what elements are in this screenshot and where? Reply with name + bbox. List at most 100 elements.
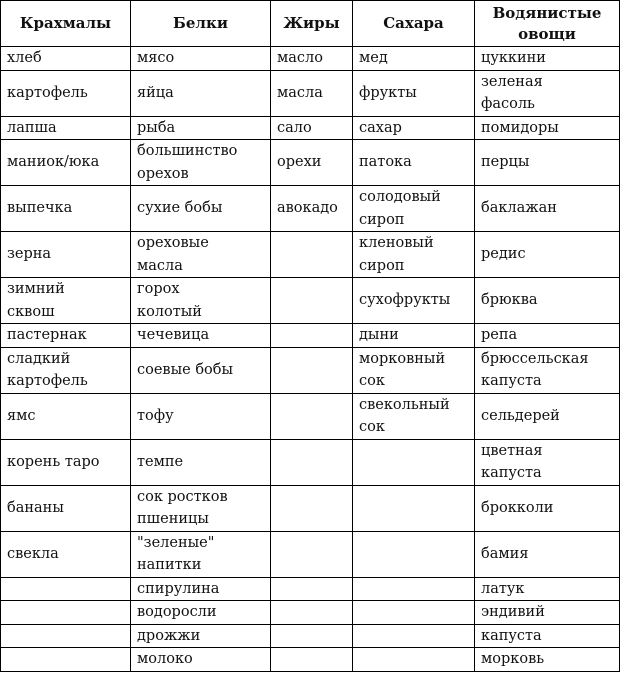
- cell-fats: [270, 438, 353, 486]
- cell-fats: масло: [270, 46, 353, 71]
- cell-proteins: "зеленые" напитки: [130, 530, 271, 578]
- cell-watery-vegetables: бамия: [474, 530, 620, 578]
- cell-fats: [270, 623, 353, 648]
- cell-sugars: солодовый сироп: [352, 185, 475, 232]
- cell-starches: корень таро: [0, 438, 131, 486]
- cell-sugars: [352, 438, 475, 486]
- cell-proteins: мясо: [130, 46, 271, 71]
- cell-fats: сало: [270, 115, 353, 140]
- cell-fats: [270, 323, 353, 348]
- cell-fats: [270, 484, 353, 532]
- cell-proteins: сок ростков пшеницы: [130, 484, 271, 532]
- cell-watery-vegetables: капуста: [474, 623, 620, 648]
- table-row: корень таро темпе цветная капуста: [0, 438, 620, 486]
- cell-watery-vegetables: эндивий: [474, 600, 620, 625]
- cell-sugars: [352, 484, 475, 532]
- cell-fats: [270, 231, 353, 278]
- cell-starches: выпечка: [0, 185, 131, 232]
- cell-watery-vegetables: брокколи: [474, 484, 620, 532]
- table-row: пастернак чечевица дыни репа: [0, 323, 620, 348]
- cell-fats: масла: [270, 69, 353, 117]
- cell-fats: [270, 392, 353, 440]
- cell-watery-vegetables: баклажан: [474, 185, 620, 232]
- table-row: спирулина латук: [0, 576, 620, 601]
- cell-watery-vegetables: помидоры: [474, 115, 620, 140]
- table-row: картофель яйца масла фрукты зеленая фасоль: [0, 69, 620, 117]
- cell-starches: картофель: [0, 69, 131, 117]
- cell-starches: зимний сквош: [0, 277, 131, 324]
- cell-starches: лапша: [0, 115, 131, 140]
- cell-starches: [0, 647, 131, 672]
- cell-watery-vegetables: редис: [474, 231, 620, 278]
- table-row: ямс тофу свекольный сок сельдерей: [0, 392, 620, 440]
- cell-proteins: темпе: [130, 438, 271, 486]
- cell-sugars: свекольный сок: [352, 392, 475, 440]
- cell-starches: пастернак: [0, 323, 131, 348]
- cell-watery-vegetables: брюква: [474, 277, 620, 324]
- table-row: маниок/юка большинство орехов орехи патока п…: [0, 139, 620, 186]
- table-row: бананы сок ростков пшеницы брокколи: [0, 484, 620, 532]
- cell-proteins: спирулина: [130, 576, 271, 601]
- cell-starches: зерна: [0, 231, 131, 278]
- cell-proteins: дрожжи: [130, 623, 271, 648]
- cell-proteins: ореховые масла: [130, 231, 271, 278]
- cell-sugars: патока: [352, 139, 475, 186]
- food-groups-table: Крахмалы Белки Жиры Сахара Водянистые овощи …: [0, 0, 620, 672]
- cell-watery-vegetables: перцы: [474, 139, 620, 186]
- cell-proteins: яйца: [130, 69, 271, 117]
- table-row: хлеб мясо масло мед цуккини: [0, 46, 620, 71]
- cell-watery-vegetables: цветная капуста: [474, 438, 620, 486]
- cell-sugars: сухофрукты: [352, 277, 475, 324]
- cell-watery-vegetables: репа: [474, 323, 620, 348]
- cell-watery-vegetables: зеленая фасоль: [474, 69, 620, 117]
- cell-watery-vegetables: латук: [474, 576, 620, 601]
- column-header-proteins: Белки: [130, 0, 271, 47]
- cell-sugars: мед: [352, 46, 475, 71]
- column-header-starches: Крахмалы: [0, 0, 131, 47]
- cell-watery-vegetables: сельдерей: [474, 392, 620, 440]
- cell-watery-vegetables: морковь: [474, 647, 620, 672]
- cell-sugars: морковный сок: [352, 346, 475, 394]
- cell-sugars: [352, 647, 475, 672]
- cell-sugars: [352, 600, 475, 625]
- cell-proteins: сухие бобы: [130, 185, 271, 232]
- cell-proteins: молоко: [130, 647, 271, 672]
- cell-proteins: чечевица: [130, 323, 271, 348]
- cell-sugars: фрукты: [352, 69, 475, 117]
- table-row: водоросли эндивий: [0, 600, 620, 625]
- cell-proteins: горох колотый: [130, 277, 271, 324]
- cell-starches: [0, 623, 131, 648]
- cell-proteins: водоросли: [130, 600, 271, 625]
- cell-sugars: [352, 530, 475, 578]
- cell-starches: хлеб: [0, 46, 131, 71]
- cell-sugars: кленовый сироп: [352, 231, 475, 278]
- cell-starches: маниок/юка: [0, 139, 131, 186]
- column-header-watery-vegetables: Водянистые овощи: [474, 0, 620, 47]
- column-header-fats: Жиры: [270, 0, 353, 47]
- table-row: дрожжи капуста: [0, 623, 620, 648]
- cell-fats: [270, 277, 353, 324]
- cell-fats: [270, 346, 353, 394]
- cell-starches: бананы: [0, 484, 131, 532]
- table-row: зимний сквош горох колотый сухофрукты брюкв…: [0, 277, 620, 324]
- cell-sugars: [352, 623, 475, 648]
- cell-starches: [0, 576, 131, 601]
- cell-fats: [270, 600, 353, 625]
- cell-fats: [270, 530, 353, 578]
- cell-starches: свекла: [0, 530, 131, 578]
- cell-watery-vegetables: брюссельская капуста: [474, 346, 620, 394]
- cell-starches: сладкий картофель: [0, 346, 131, 394]
- cell-sugars: сахар: [352, 115, 475, 140]
- table-row: лапша рыба сало сахар помидоры: [0, 115, 620, 140]
- cell-proteins: рыба: [130, 115, 271, 140]
- cell-sugars: дыни: [352, 323, 475, 348]
- cell-proteins: соевые бобы: [130, 346, 271, 394]
- table-row: выпечка сухие бобы авокадо солодовый сироп б…: [0, 185, 620, 232]
- header-row: Крахмалы Белки Жиры Сахара Водянистые овощи: [0, 0, 620, 47]
- cell-starches: ямс: [0, 392, 131, 440]
- cell-proteins: тофу: [130, 392, 271, 440]
- cell-proteins: большинство орехов: [130, 139, 271, 186]
- cell-watery-vegetables: цуккини: [474, 46, 620, 71]
- table-row: молоко морковь: [0, 647, 620, 672]
- table-row: зерна ореховые масла кленовый сироп редис: [0, 231, 620, 278]
